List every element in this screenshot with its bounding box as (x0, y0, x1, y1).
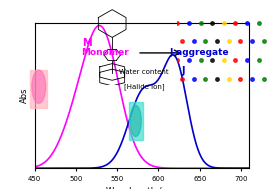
Text: Monomer: Monomer (81, 48, 129, 57)
Bar (129, 102, 143, 140)
X-axis label: Wavelength / nm: Wavelength / nm (106, 187, 178, 189)
Text: M: M (83, 38, 92, 48)
Text: Water content: Water content (119, 69, 169, 75)
Ellipse shape (32, 70, 46, 103)
Text: J: J (182, 66, 185, 76)
Text: J-aggregate: J-aggregate (170, 48, 229, 57)
Text: [Halide ion]: [Halide ion] (124, 84, 164, 90)
Bar (30, 70, 47, 108)
Ellipse shape (130, 105, 141, 137)
Y-axis label: Abs: Abs (20, 88, 29, 103)
